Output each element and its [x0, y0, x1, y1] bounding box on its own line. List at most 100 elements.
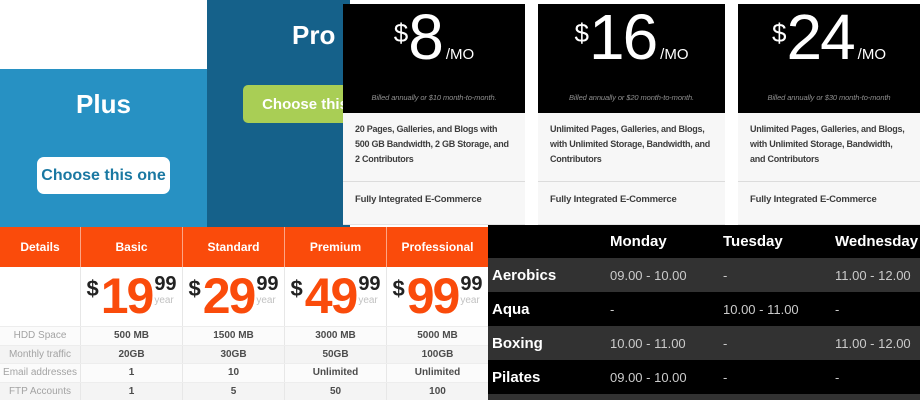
cell-value: 100GB	[386, 345, 488, 363]
currency-symbol: $	[290, 275, 303, 301]
price-amount: 16	[588, 1, 658, 73]
time-slot: 11.00 - 12.00	[835, 335, 911, 351]
currency-symbol: $	[574, 18, 589, 48]
column-header-details: Details	[20, 240, 60, 254]
column-header-standard: Standard	[182, 227, 284, 267]
time-slot: -	[723, 369, 728, 385]
table-row-ftp-accounts: FTP Accounts 1 5 50 100	[0, 381, 488, 400]
currency-symbol: $	[188, 275, 201, 301]
time-slot: -	[610, 301, 615, 317]
cell-value: 5	[182, 382, 284, 400]
hosting-price-row: $19 99 year $29 99 year $49 99 year $99 99 year	[0, 267, 488, 326]
cell-value: 30GB	[182, 345, 284, 363]
price-professional: $99 99 year	[386, 267, 488, 326]
price-cents: 99	[460, 273, 483, 295]
price-period: year	[358, 295, 378, 306]
currency-symbol: $	[86, 275, 99, 301]
plan-card-16[interactable]: $ 16 /MO Billed annually or $20 month-to…	[538, 4, 725, 225]
cell-value: 1	[80, 364, 182, 382]
cell-value: Unlimited	[386, 364, 488, 382]
column-header-professional: Professional	[386, 227, 488, 267]
schedule-row-aqua: Aqua - 10.00 - 11.00 -	[488, 292, 920, 326]
price-amount: 24	[786, 1, 855, 73]
column-header-premium: Premium	[284, 227, 386, 267]
hosting-table-header: Details Basic Standard Premium Professio…	[0, 227, 488, 267]
cell-value: 5000 MB	[386, 327, 488, 345]
schedule-row-aerobics: Aerobics 09.00 - 10.00 - 11.00 - 12.00	[488, 258, 920, 292]
row-label: Aqua	[492, 300, 530, 318]
cell-value: 10	[182, 364, 284, 382]
table-row-email-addresses: Email addresses 1 10 Unlimited Unlimited	[0, 363, 488, 382]
column-header-wednesday: Wednesday	[835, 233, 919, 250]
pro-plan-title: Pro	[292, 20, 336, 50]
plan-price-header: $ 24 /MO Billed annually or $30 month-to…	[738, 4, 920, 113]
cell-value: 3000 MB	[284, 327, 386, 345]
row-label: Boxing	[492, 334, 543, 352]
time-slot: -	[723, 267, 728, 283]
plan-feature: Fully Integrated E-Commerce	[750, 194, 877, 205]
price-period: year	[460, 295, 480, 306]
plan-feature: Fully Integrated E-Commerce	[355, 194, 482, 205]
cell-value: 500 MB	[80, 327, 182, 345]
billing-note: Billed annually or $20 month-to-month.	[568, 93, 695, 102]
plan-feature: Fully Integrated E-Commerce	[550, 194, 677, 205]
row-label: Aerobics	[492, 266, 557, 284]
price-amount: 29	[202, 268, 257, 325]
time-slot: -	[835, 369, 840, 385]
price-period: year	[256, 295, 276, 306]
schedule-row-boxing: Boxing 10.00 - 11.00 - 11.00 - 12.00	[488, 326, 920, 360]
cell-value: 1	[80, 382, 182, 400]
schedule-header-row: Monday Tuesday Wednesday	[488, 225, 920, 258]
price-cents: 99	[154, 273, 177, 295]
cell-value: 100	[386, 382, 488, 400]
currency-symbol: $	[772, 18, 787, 48]
price-amount: 49	[304, 268, 359, 325]
price-premium: $49 99 year	[284, 267, 386, 326]
cell-value: Unlimited	[284, 364, 386, 382]
hosting-pricing-table: Details Basic Standard Premium Professio…	[0, 227, 488, 400]
price-period: year	[154, 295, 174, 306]
price-period: /MO	[445, 46, 475, 63]
price-amount: 19	[100, 268, 155, 325]
column-header-monday: Monday	[610, 233, 667, 250]
class-schedule-table: Monday Tuesday Wednesday Aerobics 09.00 …	[488, 225, 920, 400]
billing-note: Billed annually or $30 month-to-month	[767, 93, 891, 102]
plus-plan-card: Plus Choose this one	[0, 69, 207, 227]
plus-choose-button[interactable]: Choose this one	[37, 157, 170, 194]
time-slot: -	[723, 335, 728, 351]
time-slot: 10.00 - 11.00	[610, 335, 686, 351]
price-basic: $19 99 year	[80, 267, 182, 326]
cell-value: 50GB	[284, 345, 386, 363]
row-label: Monthly traffic	[8, 348, 72, 360]
currency-symbol: $	[392, 275, 405, 301]
plan-card-8[interactable]: $ 8 /MO Billed annually or $10 month-to-…	[343, 4, 525, 225]
plan-price: $ 8 /MO	[343, 1, 525, 73]
row-label: Pilates	[492, 368, 541, 386]
plan-description: 20 Pages, Galleries, and Blogs with 500 …	[343, 113, 525, 182]
plan-price-header: $ 8 /MO Billed annually or $10 month-to-…	[343, 4, 525, 113]
price-period: /MO	[857, 46, 886, 63]
price-cents: 99	[358, 273, 381, 295]
cell-value: 1500 MB	[182, 327, 284, 345]
price-standard: $29 99 year	[182, 267, 284, 326]
plan-description: Unlimited Pages, Galleries, and Blogs, w…	[538, 113, 725, 182]
price-cell-empty	[0, 267, 80, 326]
cell-value: 50	[284, 382, 386, 400]
row-label: HDD Space	[13, 330, 67, 342]
price-amount: 99	[406, 268, 461, 325]
currency-symbol: $	[393, 18, 409, 48]
price-period: /MO	[660, 46, 689, 63]
schedule-row-pilates: Pilates 09.00 - 10.00 - -	[488, 360, 920, 394]
price-cents: 99	[256, 273, 279, 295]
table-row-monthly-traffic: Monthly traffic 20GB 30GB 50GB 100GB	[0, 344, 488, 363]
time-slot: -	[835, 301, 840, 317]
price-amount: 8	[408, 1, 444, 73]
time-slot: 09.00 - 10.00	[610, 369, 687, 385]
plan-card-24[interactable]: $ 24 /MO Billed annually or $30 month-to…	[738, 4, 920, 225]
row-label: FTP Accounts	[8, 385, 72, 397]
billing-note: Billed annually or $10 month-to-month.	[371, 93, 497, 102]
time-slot: 09.00 - 10.00	[610, 267, 687, 283]
cell-value: 20GB	[80, 345, 182, 363]
plus-plan-title: Plus	[76, 89, 131, 119]
